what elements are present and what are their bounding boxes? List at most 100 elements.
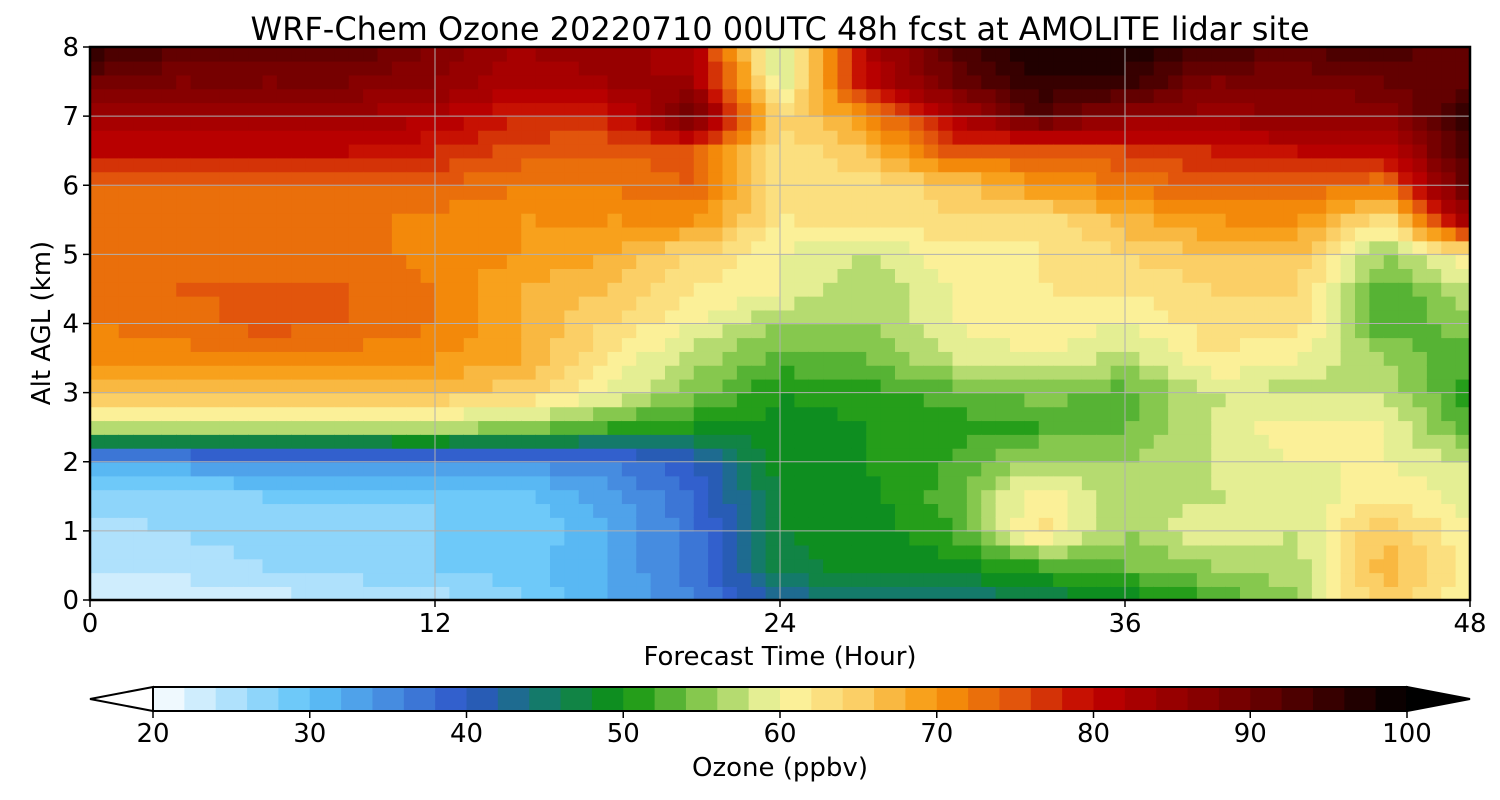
heatmap-cell [1268, 434, 1284, 449]
heatmap-cell [420, 240, 436, 256]
heatmap-cell [1125, 392, 1141, 408]
heatmap-cell [1211, 240, 1227, 256]
heatmap-cell [391, 102, 408, 117]
heatmap-cell [1297, 129, 1313, 145]
heatmap-cell [1283, 572, 1299, 587]
heatmap-cell [693, 475, 709, 491]
heatmap-cell [550, 47, 566, 62]
heatmap-cell [1182, 88, 1198, 104]
heatmap-cell [90, 268, 106, 283]
colorbar-cell [1312, 687, 1345, 711]
heatmap-cell [1297, 558, 1313, 574]
heatmap-cell [1225, 74, 1241, 90]
heatmap-cell [665, 503, 681, 518]
heatmap-cell [478, 268, 494, 283]
heatmap-cell [492, 503, 508, 518]
heatmap-cell [535, 337, 551, 352]
heatmap-cell [866, 530, 882, 546]
heatmap-cell [1053, 364, 1069, 380]
heatmap-cell [981, 517, 997, 532]
heatmap-cell [262, 88, 278, 104]
heatmap-cell [118, 171, 134, 187]
heatmap-cell [736, 475, 753, 491]
heatmap-cell [1038, 378, 1054, 394]
heatmap-cell [1340, 406, 1356, 422]
heatmap-cell [1326, 406, 1342, 422]
heatmap-cell [578, 489, 594, 505]
heatmap-cell [1139, 88, 1155, 104]
heatmap-cell [995, 309, 1011, 325]
heatmap-cell [708, 447, 724, 463]
heatmap-cell [1125, 544, 1141, 560]
heatmap-cell [909, 558, 925, 574]
heatmap-cell [621, 185, 638, 200]
heatmap-cell [1139, 447, 1155, 463]
heatmap-cell [205, 447, 221, 463]
heatmap-cell [981, 74, 997, 90]
heatmap-cell [765, 364, 781, 380]
heatmap-cell [693, 199, 709, 214]
heatmap-cell [794, 364, 810, 380]
heatmap-cell [938, 171, 954, 187]
heatmap-cell [219, 143, 235, 159]
heatmap-cell [1355, 157, 1371, 173]
heatmap-cell [1311, 544, 1328, 560]
heatmap-cell [665, 60, 681, 76]
heatmap-cell [478, 489, 494, 505]
heatmap-cell [147, 406, 163, 422]
heatmap-cell [679, 475, 695, 491]
heatmap-cell [1182, 282, 1198, 297]
heatmap-cell [650, 185, 666, 200]
heatmap-cell [348, 378, 364, 394]
heatmap-cell [391, 586, 408, 601]
heatmap-cell [521, 586, 537, 601]
heatmap-cell [348, 420, 364, 435]
heatmap-cell [693, 88, 709, 104]
heatmap-cell [1211, 185, 1227, 200]
heatmap-cell [133, 185, 149, 200]
heatmap-cell [1426, 102, 1443, 117]
heatmap-cell [621, 434, 638, 449]
heatmap-cell [406, 517, 422, 532]
heatmap-cell [995, 517, 1011, 532]
heatmap-cell [1355, 74, 1371, 90]
heatmap-cell [923, 240, 939, 256]
heatmap-cell [1283, 157, 1299, 173]
heatmap-cell [636, 185, 652, 200]
heatmap-cell [593, 171, 609, 187]
heatmap-cell [1125, 461, 1141, 477]
heatmap-cell [593, 447, 609, 463]
heatmap-cell [564, 351, 580, 366]
heatmap-cell [1398, 378, 1414, 394]
heatmap-cell [1067, 489, 1083, 505]
heatmap-cell [1311, 254, 1328, 269]
heatmap-cell [1081, 489, 1098, 505]
heatmap-cell [334, 74, 350, 90]
heatmap-cell [1053, 406, 1069, 422]
heatmap-cell [320, 254, 336, 269]
heatmap-cell [1426, 60, 1443, 76]
heatmap-cell [1096, 102, 1112, 117]
heatmap-cell [1398, 503, 1414, 518]
heatmap-cell [521, 102, 537, 117]
heatmap-cell [1398, 129, 1414, 145]
heatmap-cell [1053, 60, 1069, 76]
heatmap-cell [1196, 337, 1213, 352]
heatmap-cell [262, 544, 278, 560]
heatmap-cell [823, 586, 839, 601]
heatmap-cell [391, 47, 408, 62]
heatmap-cell [1254, 378, 1270, 394]
heatmap-cell [823, 143, 839, 159]
heatmap-cell [952, 240, 968, 256]
heatmap-cell [909, 185, 925, 200]
heatmap-cell [578, 157, 594, 173]
heatmap-cell [564, 364, 580, 380]
heatmap-cell [1096, 517, 1112, 532]
heatmap-cell [1196, 572, 1213, 587]
heatmap-cell [1340, 268, 1356, 283]
heatmap-cell [449, 323, 465, 339]
heatmap-cell [248, 88, 264, 104]
heatmap-cell [966, 351, 983, 366]
heatmap-cell [435, 212, 451, 228]
heatmap-cell [1297, 74, 1313, 90]
